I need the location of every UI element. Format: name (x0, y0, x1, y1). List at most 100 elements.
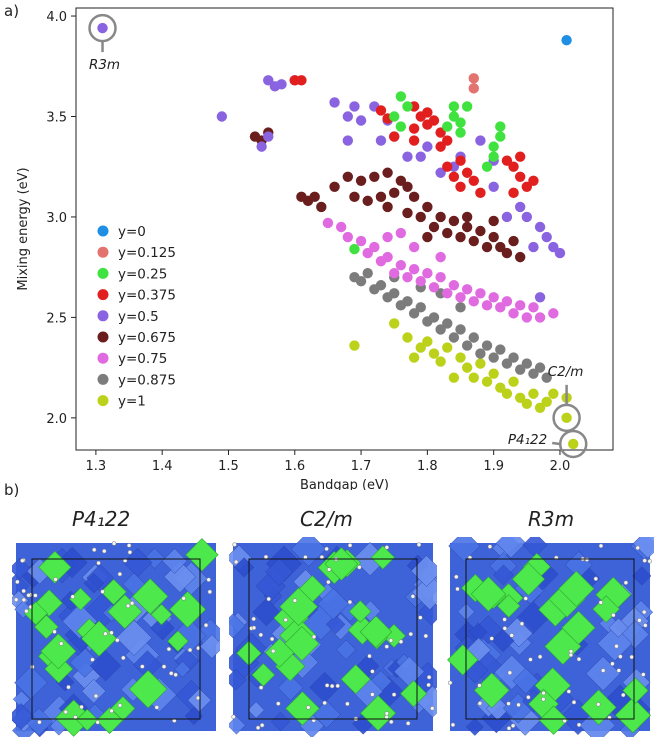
data-point (415, 211, 426, 223)
data-point (349, 243, 360, 255)
data-point (488, 231, 499, 243)
atom (426, 675, 432, 680)
atom (430, 706, 435, 711)
data-point (435, 251, 446, 263)
data-point (349, 340, 360, 351)
data-point (402, 207, 413, 219)
data-point (355, 115, 367, 126)
y-axis-label: Mixing energy (eV) (16, 167, 31, 290)
data-point (329, 97, 340, 108)
atom (324, 683, 330, 688)
data-point (514, 392, 526, 403)
atom (629, 654, 635, 660)
plot-frame (75, 7, 614, 451)
data-point (514, 364, 526, 375)
atom (111, 541, 117, 546)
data-point (455, 155, 466, 166)
legend-label: y=0.375 (118, 288, 176, 304)
atom (21, 597, 27, 603)
atom (91, 547, 97, 553)
data-point (541, 231, 552, 243)
blue-octahedron (12, 557, 31, 580)
x-tick-label: 1.9 (483, 459, 504, 474)
data-point (349, 101, 360, 112)
x-tick-label: 1.3 (86, 459, 107, 474)
atom (231, 714, 236, 720)
atom (181, 596, 186, 601)
atom (370, 692, 375, 697)
data-point (468, 296, 479, 307)
legend-label: y=0.25 (118, 266, 167, 282)
atom (454, 574, 459, 580)
data-point (488, 352, 499, 363)
atom (528, 657, 533, 662)
atom (203, 622, 209, 628)
unit-cell (465, 558, 635, 720)
annotation-label: R3m (89, 57, 120, 73)
green-octahedron (511, 562, 546, 596)
data-point (382, 251, 393, 263)
atom (568, 652, 574, 658)
data-point (402, 332, 413, 343)
data-point (389, 318, 400, 329)
atom (576, 656, 582, 662)
x-tick-label: 1.6 (284, 459, 305, 474)
data-point (461, 284, 473, 295)
data-point (355, 175, 367, 186)
data-point (528, 175, 539, 186)
atom (115, 637, 120, 643)
atom (510, 723, 516, 728)
atom (618, 654, 623, 659)
atom (168, 671, 174, 676)
blue-octahedron (81, 678, 107, 704)
atom (21, 588, 26, 594)
blue-octahedron (69, 647, 100, 678)
legend-label: y=0.875 (118, 372, 176, 388)
atom (523, 596, 528, 601)
atom (384, 711, 390, 716)
crystal-structure-c2m (229, 537, 437, 737)
atom (502, 617, 507, 622)
data-point (468, 175, 479, 186)
structure-title-r3m: R3m (528, 507, 575, 531)
atom (109, 708, 114, 714)
atom (537, 654, 543, 660)
atom (642, 558, 647, 563)
data-point (481, 300, 493, 311)
panel-b-label: b) (4, 481, 20, 499)
data-point (475, 135, 486, 146)
data-point (501, 155, 513, 166)
atom (598, 600, 604, 605)
atom (418, 615, 423, 620)
data-point (362, 247, 373, 259)
data-point (442, 227, 453, 239)
atom (59, 641, 64, 646)
blue-octahedron (229, 715, 246, 735)
data-point (369, 171, 380, 182)
blue-octahedron (150, 615, 175, 641)
atom (450, 722, 456, 728)
blue-octahedron (247, 701, 265, 719)
blue-octahedron (229, 668, 247, 691)
data-point (501, 388, 513, 399)
data-point (541, 372, 552, 383)
data-point (316, 201, 327, 213)
atom (70, 594, 75, 599)
data-point (435, 211, 446, 223)
data-point (561, 34, 572, 46)
blue-octahedron (410, 555, 437, 587)
data-point (468, 83, 479, 94)
blue-octahedron (277, 674, 304, 701)
blue-octahedron (493, 564, 514, 586)
legend-marker (97, 267, 109, 279)
blue-octahedron (608, 617, 629, 638)
data-point (422, 268, 433, 279)
data-point (97, 22, 108, 34)
blue-octahedron (89, 649, 122, 682)
annotation-pointer (552, 441, 561, 446)
green-octahedron (285, 691, 320, 726)
data-point (448, 280, 460, 291)
green-octahedron (251, 663, 276, 687)
legend-marker (97, 331, 109, 343)
atom (335, 683, 340, 689)
